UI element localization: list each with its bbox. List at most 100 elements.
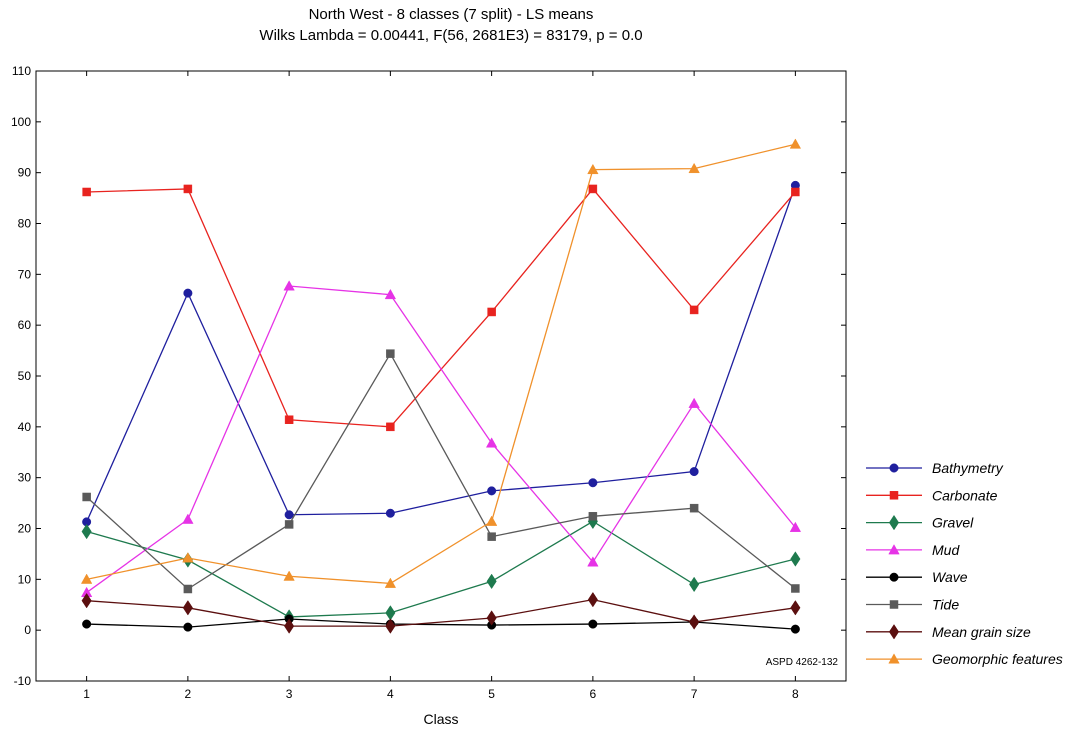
- series-gravel: [81, 513, 801, 625]
- x-axis: 1 2 3 4 5 6 7 8: [83, 71, 799, 701]
- x-tick-label: 1: [83, 687, 90, 701]
- legend-item-mean-grain-size: Mean grain size: [866, 624, 1031, 640]
- data-point-geomorphic-features: [182, 552, 194, 563]
- series-line-carbonate: [86, 187, 796, 428]
- legend-item-geomorphic-features: Geomorphic features: [866, 651, 1063, 667]
- data-point-mean-grain-size: [182, 600, 193, 616]
- data-point-mean-grain-size: [587, 591, 598, 608]
- data-point-carbonate: [386, 422, 395, 432]
- data-point-gravel: [790, 551, 801, 567]
- x-tick-label: 6: [590, 687, 597, 701]
- data-point-gravel: [385, 605, 396, 621]
- data-point-mud: [384, 288, 397, 300]
- data-point-mean-grain-size: [486, 610, 497, 626]
- data-point-bathymetry: [487, 486, 497, 496]
- data-point-carbonate: [183, 184, 193, 194]
- data-point-geomorphic-features: [384, 577, 397, 588]
- x-tick-label: 7: [691, 687, 698, 701]
- data-point-tide: [487, 532, 496, 541]
- data-point-mean-grain-size: [790, 600, 801, 616]
- legend-item-bathymetry: Bathymetry: [866, 460, 1004, 476]
- data-point-tide: [588, 512, 598, 521]
- legend-marker: [888, 653, 900, 664]
- data-point-carbonate: [689, 305, 699, 315]
- legend-item-wave: Wave: [866, 569, 968, 585]
- series-line-mud: [86, 285, 796, 594]
- data-point-wave: [82, 619, 92, 629]
- legend-marker: [889, 600, 899, 609]
- y-tick-label: -10: [14, 674, 32, 688]
- y-tick-label: 100: [11, 115, 31, 129]
- series-bathymetry: [82, 180, 800, 527]
- series-line-gravel: [86, 520, 796, 618]
- x-tick-label: 2: [185, 687, 192, 701]
- data-point-gravel: [689, 576, 700, 593]
- series-line-geomorphic-features: [86, 143, 796, 585]
- data-point-wave: [183, 622, 193, 632]
- data-point-carbonate: [588, 184, 598, 194]
- series-line-tide: [86, 352, 796, 590]
- data-point-bathymetry: [183, 288, 193, 298]
- legend-marker: [888, 544, 900, 555]
- data-point-mean-grain-size: [81, 592, 92, 609]
- x-tick-label: 4: [387, 687, 394, 701]
- data-point-gravel: [486, 573, 497, 590]
- chart-subtitle: Wilks Lambda = 0.00441, F(56, 2681E3) = …: [259, 27, 643, 44]
- y-tick-label: 80: [18, 217, 32, 231]
- data-point-carbonate: [284, 415, 294, 424]
- series-geomorphic-features: [80, 138, 802, 588]
- data-point-tide: [791, 584, 800, 593]
- legend-marker: [889, 572, 899, 582]
- y-tick-label: 90: [18, 166, 32, 180]
- data-point-mud: [789, 521, 802, 532]
- series-layer: [80, 138, 802, 634]
- legend-item-mud: Mud: [866, 542, 960, 558]
- data-point-bathymetry: [385, 508, 395, 518]
- legend-label: Mean grain size: [932, 624, 1031, 640]
- data-point-mean-grain-size: [385, 618, 396, 634]
- data-point-bathymetry: [689, 467, 699, 477]
- x-tick-label: 5: [488, 687, 495, 701]
- legend-item-tide: Tide: [866, 597, 959, 613]
- chart-title: North West - 8 classes (7 split) - LS me…: [308, 6, 594, 23]
- x-axis-title: Class: [423, 711, 458, 727]
- y-tick-label: 60: [18, 318, 32, 332]
- series-mud: [80, 280, 802, 597]
- chart-annotation: ASPD 4262-132: [766, 657, 839, 668]
- series-line-wave: [86, 618, 796, 630]
- y-tick-label: 0: [24, 623, 31, 637]
- data-point-wave: [588, 619, 598, 629]
- data-point-mud: [283, 280, 295, 291]
- y-tick-label: 50: [18, 369, 32, 383]
- legend-marker: [889, 463, 899, 473]
- data-point-mud: [485, 437, 498, 448]
- legend-marker: [888, 514, 900, 531]
- data-point-tide: [689, 503, 699, 513]
- y-tick-label: 40: [18, 420, 32, 434]
- y-tick-label: 20: [18, 522, 32, 536]
- legend-label: Geomorphic features: [932, 651, 1063, 667]
- x-tick-label: 8: [792, 687, 799, 701]
- data-point-gravel: [81, 523, 92, 540]
- series-line-bathymetry: [86, 185, 796, 523]
- data-point-mud: [688, 397, 700, 408]
- data-point-bathymetry: [284, 510, 294, 520]
- data-point-carbonate: [82, 187, 91, 197]
- data-point-bathymetry: [588, 478, 598, 488]
- y-axis: -10 0 10 20 30 40 50 60 70 80 90 100 110: [11, 64, 846, 688]
- data-point-geomorphic-features: [688, 162, 700, 174]
- y-tick-label: 10: [18, 572, 32, 586]
- plot-frame: [35, 70, 847, 682]
- legend-item-gravel: Gravel: [866, 515, 974, 531]
- data-point-carbonate: [791, 187, 800, 197]
- y-tick-label: 30: [18, 471, 32, 485]
- data-point-geomorphic-features: [789, 138, 802, 149]
- legend-marker: [888, 624, 900, 640]
- data-point-tide: [183, 584, 193, 594]
- data-point-mean-grain-size: [284, 618, 295, 634]
- data-point-geomorphic-features: [80, 573, 93, 584]
- series-tide: [82, 349, 800, 594]
- legend-label: Mud: [932, 542, 960, 558]
- data-point-tide: [284, 520, 294, 529]
- legend-marker: [889, 491, 899, 500]
